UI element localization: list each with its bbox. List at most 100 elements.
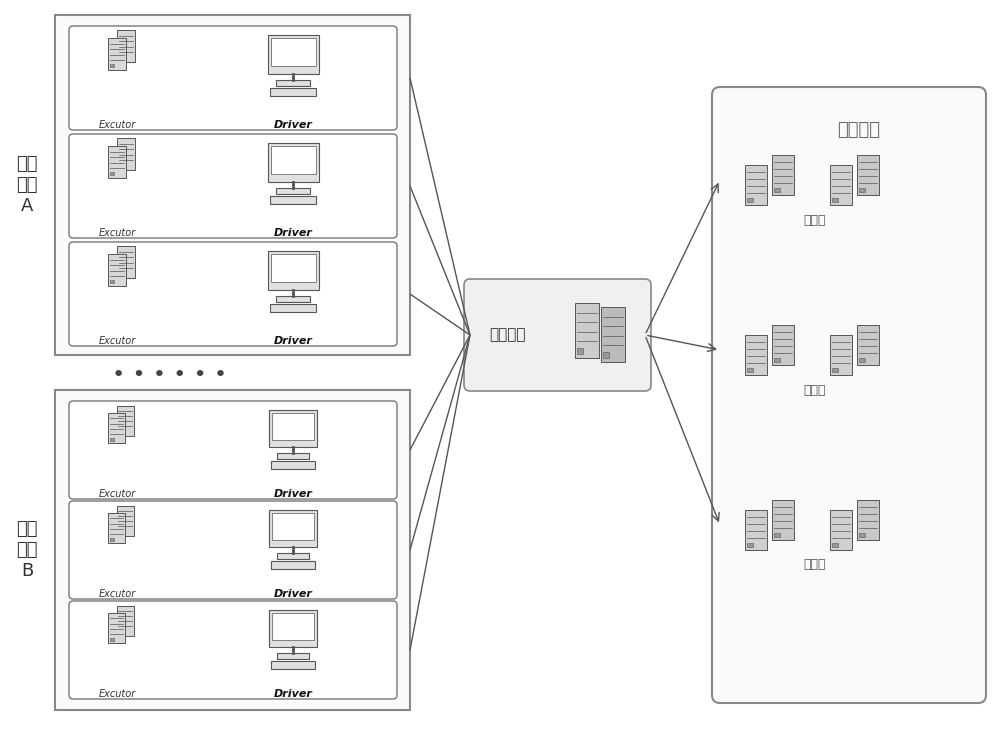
Text: 物理
集群
A: 物理 集群 A — [16, 155, 38, 215]
FancyBboxPatch shape — [108, 513, 125, 543]
FancyBboxPatch shape — [268, 143, 319, 182]
FancyBboxPatch shape — [108, 146, 126, 178]
FancyBboxPatch shape — [774, 188, 780, 192]
FancyBboxPatch shape — [269, 510, 317, 547]
FancyBboxPatch shape — [108, 413, 125, 443]
FancyBboxPatch shape — [859, 358, 865, 362]
FancyBboxPatch shape — [271, 254, 316, 282]
FancyBboxPatch shape — [110, 172, 114, 176]
Text: • • • • • •: • • • • • • — [112, 365, 228, 385]
FancyBboxPatch shape — [69, 401, 397, 499]
FancyBboxPatch shape — [577, 348, 583, 354]
FancyBboxPatch shape — [830, 165, 852, 205]
FancyBboxPatch shape — [108, 254, 126, 286]
FancyBboxPatch shape — [69, 242, 397, 346]
Text: Driver: Driver — [274, 228, 312, 238]
FancyBboxPatch shape — [277, 653, 309, 659]
FancyBboxPatch shape — [110, 638, 114, 641]
FancyBboxPatch shape — [269, 610, 317, 647]
FancyBboxPatch shape — [830, 335, 852, 375]
Text: Excutor: Excutor — [98, 228, 136, 238]
FancyBboxPatch shape — [857, 155, 879, 195]
Text: 物理
集群
B: 物理 集群 B — [16, 521, 38, 580]
FancyBboxPatch shape — [774, 533, 780, 537]
FancyBboxPatch shape — [271, 146, 316, 174]
FancyBboxPatch shape — [747, 543, 753, 547]
FancyBboxPatch shape — [117, 138, 135, 170]
FancyBboxPatch shape — [270, 304, 316, 312]
FancyBboxPatch shape — [464, 279, 651, 391]
FancyBboxPatch shape — [108, 38, 126, 70]
FancyBboxPatch shape — [118, 530, 122, 533]
FancyBboxPatch shape — [603, 352, 609, 358]
FancyBboxPatch shape — [55, 390, 410, 710]
Text: 配置中心: 配置中心 — [490, 327, 526, 343]
Text: Excutor: Excutor — [98, 489, 136, 499]
Text: 资源库: 资源库 — [804, 558, 826, 572]
FancyBboxPatch shape — [857, 325, 879, 365]
FancyBboxPatch shape — [276, 296, 310, 302]
FancyBboxPatch shape — [119, 272, 123, 276]
Text: Excutor: Excutor — [98, 336, 136, 346]
FancyBboxPatch shape — [857, 500, 879, 540]
Text: Excutor: Excutor — [98, 589, 136, 599]
FancyBboxPatch shape — [118, 630, 122, 633]
FancyBboxPatch shape — [272, 413, 314, 440]
Text: 调度集群: 调度集群 — [838, 121, 881, 139]
FancyBboxPatch shape — [272, 513, 314, 540]
FancyBboxPatch shape — [118, 430, 122, 433]
FancyBboxPatch shape — [116, 505, 134, 536]
FancyBboxPatch shape — [277, 553, 309, 559]
FancyBboxPatch shape — [745, 335, 767, 375]
FancyBboxPatch shape — [830, 510, 852, 550]
FancyBboxPatch shape — [110, 280, 114, 284]
FancyBboxPatch shape — [272, 613, 314, 640]
FancyBboxPatch shape — [745, 165, 767, 205]
FancyBboxPatch shape — [832, 198, 838, 202]
FancyBboxPatch shape — [747, 368, 753, 372]
FancyBboxPatch shape — [271, 561, 315, 569]
FancyBboxPatch shape — [772, 500, 794, 540]
FancyBboxPatch shape — [119, 164, 123, 168]
Text: Driver: Driver — [274, 589, 312, 599]
FancyBboxPatch shape — [601, 307, 625, 362]
FancyBboxPatch shape — [745, 510, 767, 550]
FancyBboxPatch shape — [832, 368, 838, 372]
FancyBboxPatch shape — [276, 188, 310, 194]
FancyBboxPatch shape — [69, 26, 397, 130]
FancyBboxPatch shape — [747, 198, 753, 202]
FancyBboxPatch shape — [108, 613, 125, 643]
FancyBboxPatch shape — [271, 661, 315, 669]
FancyBboxPatch shape — [277, 453, 309, 459]
FancyBboxPatch shape — [117, 30, 135, 62]
FancyBboxPatch shape — [69, 501, 397, 599]
Text: 资源库: 资源库 — [804, 214, 826, 227]
FancyBboxPatch shape — [269, 410, 317, 447]
FancyBboxPatch shape — [270, 196, 316, 204]
FancyBboxPatch shape — [859, 533, 865, 537]
Text: Driver: Driver — [274, 336, 312, 346]
FancyBboxPatch shape — [832, 543, 838, 547]
FancyBboxPatch shape — [575, 303, 599, 358]
Text: Driver: Driver — [274, 120, 312, 130]
FancyBboxPatch shape — [116, 606, 134, 636]
FancyBboxPatch shape — [772, 155, 794, 195]
Text: Driver: Driver — [274, 689, 312, 699]
FancyBboxPatch shape — [119, 56, 123, 60]
FancyBboxPatch shape — [268, 251, 319, 290]
Text: Driver: Driver — [274, 489, 312, 499]
FancyBboxPatch shape — [69, 601, 397, 699]
FancyBboxPatch shape — [268, 35, 319, 74]
FancyBboxPatch shape — [117, 246, 135, 278]
FancyBboxPatch shape — [110, 64, 114, 68]
FancyBboxPatch shape — [69, 134, 397, 238]
FancyBboxPatch shape — [110, 537, 114, 541]
Text: 资源库: 资源库 — [804, 383, 826, 397]
FancyBboxPatch shape — [859, 188, 865, 192]
FancyBboxPatch shape — [772, 325, 794, 365]
Text: Excutor: Excutor — [98, 120, 136, 130]
FancyBboxPatch shape — [271, 38, 316, 66]
FancyBboxPatch shape — [270, 88, 316, 96]
FancyBboxPatch shape — [774, 358, 780, 362]
Text: Excutor: Excutor — [98, 689, 136, 699]
